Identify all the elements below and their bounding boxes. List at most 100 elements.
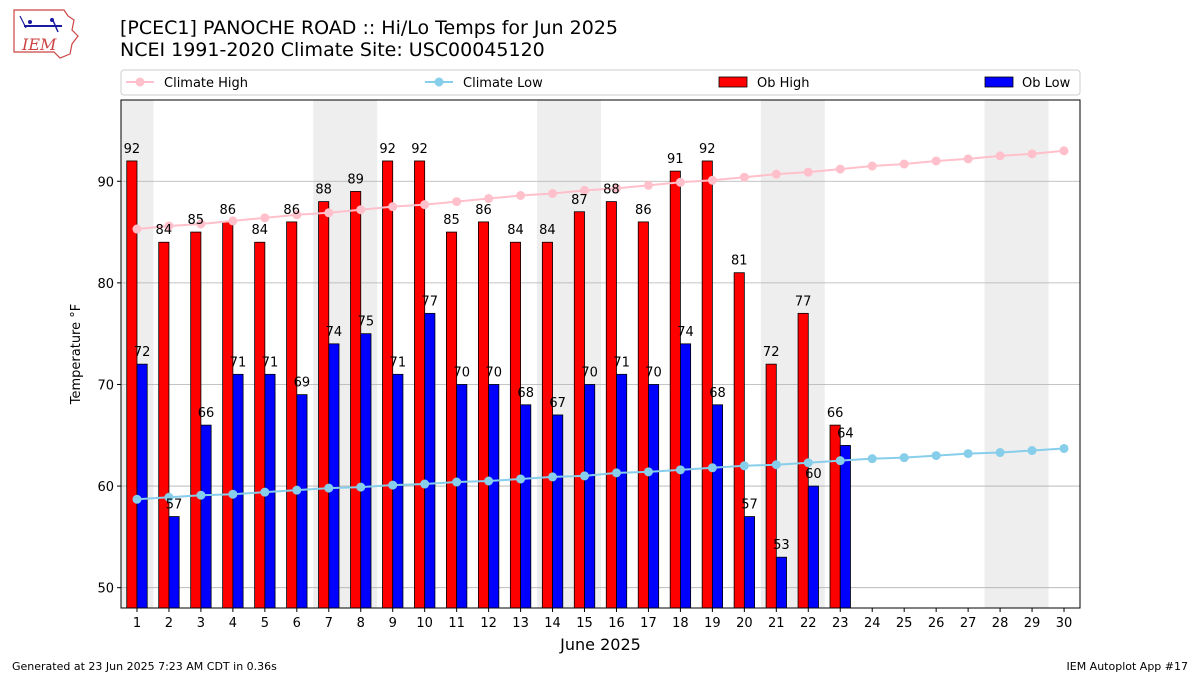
climate-high-point-day-22 xyxy=(803,167,813,177)
ob-low-label-day-13: 68 xyxy=(517,386,534,401)
climate-high-point-day-14 xyxy=(548,188,558,198)
ob-low-bar-day-9 xyxy=(392,373,404,609)
ob-low-bar-day-23 xyxy=(839,445,851,609)
y-tick-label-80: 80 xyxy=(97,277,114,292)
ob-low-label-day-3: 66 xyxy=(198,406,215,421)
climate-high-point-day-23 xyxy=(835,164,845,174)
x-tick-label-11: 11 xyxy=(448,616,465,631)
x-axis-label: June 2025 xyxy=(559,635,641,654)
y-tick-label-70: 70 xyxy=(97,378,114,393)
ob-low-bar-day-13 xyxy=(520,404,532,609)
ob-high-label-day-20: 81 xyxy=(731,254,748,269)
y-gridlines xyxy=(121,180,1080,589)
footer-generated: Generated at 23 Jun 2025 7:23 AM CDT in … xyxy=(12,660,277,673)
chart-title-line2: NCEI 1991-2020 Climate Site: USC00045120 xyxy=(120,39,545,61)
ob-high-bar-day-23 xyxy=(829,424,841,609)
climate-high-point-day-18 xyxy=(675,177,685,187)
ob-low-bar-day-14 xyxy=(552,414,564,609)
x-tick-label-13: 13 xyxy=(512,616,529,631)
x-tick-label-1: 1 xyxy=(133,616,141,631)
ob-low-label-day-1: 72 xyxy=(134,345,151,360)
ob-low-label-day-12: 70 xyxy=(485,365,502,380)
ob-high-label-day-10: 92 xyxy=(411,142,428,157)
x-tick-label-27: 27 xyxy=(960,616,977,631)
climate-high-point-day-25 xyxy=(899,159,909,169)
climate-high-point-day-11 xyxy=(452,197,462,207)
ob-low-bar-day-8 xyxy=(360,333,372,609)
x-tick-label-21: 21 xyxy=(768,616,785,631)
climate-low-point-day-4 xyxy=(228,489,238,499)
ob-low-bar-day-17 xyxy=(648,384,660,609)
y-tick-label-60: 60 xyxy=(97,480,114,495)
ob-high-bar-day-12 xyxy=(477,221,490,609)
ob-high-label-day-4: 86 xyxy=(219,203,236,218)
climate-low-point-day-9 xyxy=(388,480,398,490)
ob-high-bar-day-2 xyxy=(158,241,170,609)
climate-high-point-day-21 xyxy=(771,169,781,179)
ob-high-bar-day-17 xyxy=(637,221,649,609)
ob-high-label-day-8: 89 xyxy=(347,172,364,187)
x-tick-label-16: 16 xyxy=(608,616,625,631)
ob-high-bar-day-6 xyxy=(286,221,298,609)
climate-low-point-day-30 xyxy=(1059,443,1069,453)
logo-text: IEM xyxy=(21,35,57,54)
ob-high-bar-day-10 xyxy=(414,160,426,609)
x-tick-label-4: 4 xyxy=(229,616,237,631)
climate-high-point-day-17 xyxy=(643,180,653,190)
ob-high-bar-day-16 xyxy=(605,201,617,609)
ob-low-label-day-4: 71 xyxy=(230,355,247,370)
climate-high-point-day-27 xyxy=(963,154,973,164)
ob-high-label-day-12: 86 xyxy=(475,203,492,218)
climate-high-point-day-26 xyxy=(931,156,941,166)
ob-high-label-day-9: 92 xyxy=(379,142,396,157)
ob-low-label-day-11: 70 xyxy=(453,365,470,380)
climate-low-point-day-20 xyxy=(739,461,749,471)
ob-high-label-day-2: 84 xyxy=(156,223,173,238)
climate-low-line xyxy=(136,447,1065,501)
climate-low-point-day-1 xyxy=(132,494,142,504)
y-axis-label: Temperature °F xyxy=(69,304,84,405)
ob-high-label-day-11: 85 xyxy=(443,213,460,228)
climate-low-point-day-17 xyxy=(643,467,653,477)
ob-high-label-day-14: 84 xyxy=(539,223,556,238)
climate-high-point-day-6 xyxy=(292,210,302,220)
climate-high-point-day-19 xyxy=(707,175,717,185)
ob-low-bar-day-16 xyxy=(616,373,628,609)
weekend-band-5 xyxy=(984,100,1049,608)
x-tick-label-29: 29 xyxy=(1024,616,1041,631)
climate-low-point-day-10 xyxy=(420,479,430,489)
x-tick-label-14: 14 xyxy=(544,616,561,631)
climate-low-point-day-28 xyxy=(995,448,1005,458)
climate-low-point-day-29 xyxy=(1027,446,1037,456)
ob-high-bar-day-5 xyxy=(254,241,266,609)
x-tick-label-9: 9 xyxy=(389,616,397,631)
x-tick-label-3: 3 xyxy=(197,616,205,631)
climate-high-point-day-2 xyxy=(164,221,174,231)
x-tick-label-10: 10 xyxy=(416,616,433,631)
ob-high-bar-day-9 xyxy=(382,160,394,609)
ob-low-label-day-10: 77 xyxy=(422,294,439,309)
x-tick-label-18: 18 xyxy=(672,616,689,631)
climate-low-point-day-21 xyxy=(771,460,781,470)
ob-low-bar-day-3 xyxy=(200,424,212,609)
legend-ob-high-label: Ob High xyxy=(757,76,810,91)
ob-low-bar-day-10 xyxy=(424,312,436,609)
x-tick-label-20: 20 xyxy=(736,616,753,631)
climate-low-point-day-12 xyxy=(484,476,494,486)
ob-high-label-day-7: 88 xyxy=(315,183,332,198)
ob-low-bar-day-11 xyxy=(456,384,468,609)
ob-high-bar-day-4 xyxy=(222,221,234,609)
climate-low-point-day-27 xyxy=(963,449,973,459)
y-tick-label-90: 90 xyxy=(97,175,114,190)
climate-low-point-day-5 xyxy=(260,487,270,497)
climate-low-point-day-14 xyxy=(548,472,558,482)
ob-low-label-day-16: 71 xyxy=(613,355,630,370)
legend-ob-low-label: Ob Low xyxy=(1022,76,1071,91)
x-tick-label-8: 8 xyxy=(357,616,365,631)
ob-high-label-day-18: 91 xyxy=(667,152,684,167)
climate-low-point-day-2 xyxy=(164,492,174,502)
ob-low-bar-day-22 xyxy=(807,485,819,609)
plot-frame xyxy=(120,99,1081,609)
x-tick-label-28: 28 xyxy=(992,616,1009,631)
